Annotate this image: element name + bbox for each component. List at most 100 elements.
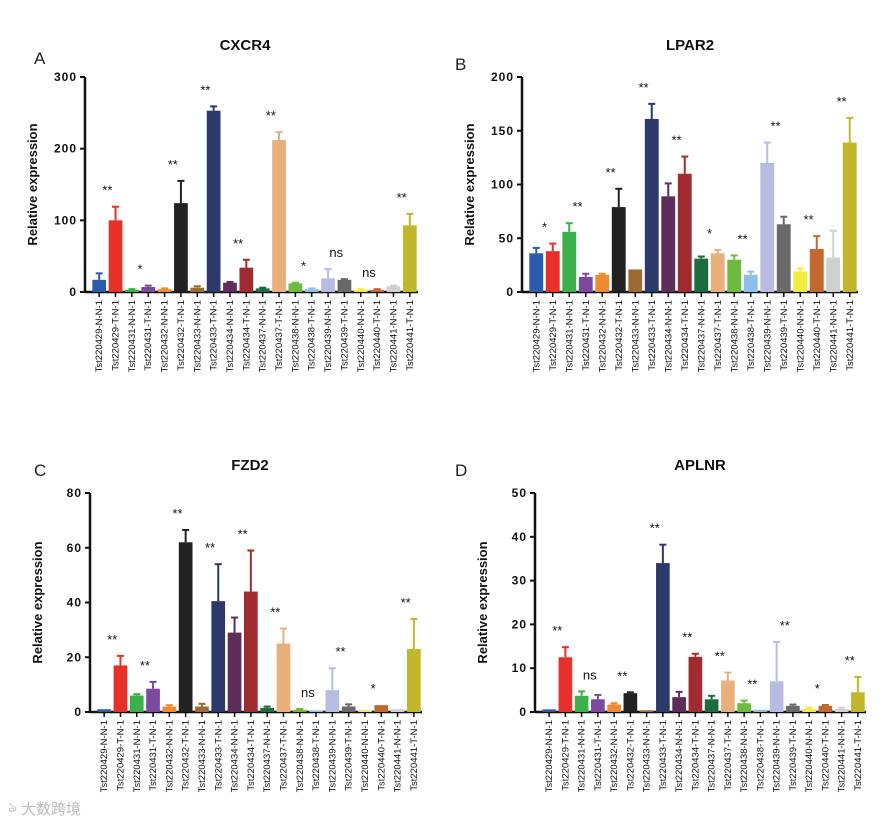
x-tick-label: Tst220439-N-N-1 — [772, 720, 783, 792]
y-tick-label: 50 — [499, 231, 514, 245]
significance-label: ** — [617, 668, 627, 683]
significance-label: * — [371, 681, 376, 696]
x-tick-label: Tst220440-T-N-1 — [820, 720, 831, 791]
x-tick-label: Tst220431-T-N-1 — [143, 300, 154, 371]
bar — [826, 257, 841, 292]
significance-label: * — [542, 220, 547, 235]
x-tick-label: Tst220429-N-N-1 — [531, 300, 542, 372]
significance-label: ** — [836, 94, 846, 109]
bar — [370, 289, 384, 292]
x-tick-label: Tst220440-N-N-1 — [795, 300, 806, 372]
significance-label: ** — [401, 595, 411, 610]
x-tick-label: Tst220440-N-N-1 — [356, 300, 367, 372]
x-tick-label: Tst220438-N-N-1 — [295, 720, 306, 792]
significance-label: ns — [301, 685, 315, 700]
x-tick-label: Tst220441-N-N-1 — [393, 720, 404, 792]
x-tick-label: Tst220432-N-N-1 — [164, 720, 175, 792]
significance-label: ** — [715, 649, 725, 664]
bar — [141, 286, 156, 292]
bar — [162, 706, 177, 712]
bar — [272, 140, 286, 292]
bar — [558, 657, 573, 712]
x-tick-label: Tst220429-T-N-1 — [115, 720, 126, 791]
x-tick-label: Tst220438-N-N-1 — [729, 300, 740, 372]
bar — [753, 709, 768, 712]
bar — [402, 225, 417, 292]
bar — [321, 278, 335, 292]
y-tick-label: 150 — [491, 124, 514, 138]
significance-label: ** — [780, 618, 790, 633]
significance-label: * — [815, 681, 820, 696]
x-tick-label: Tst220429-T-N-1 — [548, 300, 559, 371]
x-tick-label: Tst220439-N-N-1 — [762, 300, 773, 372]
chart-title: LPAR2 — [666, 37, 714, 54]
bar — [255, 288, 270, 292]
x-tick-label: Tst220431-N-N-1 — [577, 720, 588, 792]
bar — [125, 289, 139, 292]
significance-label: ** — [682, 630, 692, 645]
x-tick-label: Tst220433-N-N-1 — [630, 300, 641, 372]
y-axis-label: Relative expression — [30, 541, 45, 663]
bar — [146, 688, 160, 712]
x-tick-label: Tst220433-N-N-1 — [642, 720, 653, 792]
x-tick-label: Tst220432-N-N-1 — [609, 720, 620, 792]
bar — [776, 224, 791, 292]
watermark-text: 大数跨境 — [21, 801, 82, 818]
significance-label: ** — [266, 108, 276, 123]
bar — [223, 282, 237, 292]
bar — [623, 693, 638, 712]
bar — [374, 705, 389, 712]
bar — [325, 690, 340, 712]
x-tick-label: Tst220434-T-N-1 — [690, 720, 701, 791]
x-tick-label: Tst220437-N-N-1 — [258, 300, 269, 372]
y-tick-label: 0 — [69, 285, 77, 299]
x-tick-label: Tst220429-N-N-1 — [94, 300, 105, 372]
x-tick-label: Tst220441-T-N-1 — [853, 720, 864, 791]
x-tick-label: Tst220434-N-N-1 — [663, 300, 674, 372]
significance-label: ** — [140, 658, 150, 673]
x-tick-label: Tst220438-T-N-1 — [746, 300, 757, 371]
bar — [677, 173, 692, 292]
x-tick-label: Tst220431-N-N-1 — [564, 300, 575, 372]
bar — [129, 695, 144, 712]
x-tick-label: Tst220434-N-N-1 — [225, 300, 236, 372]
bar — [578, 276, 593, 292]
x-tick-label: Tst220432-T-N-1 — [625, 720, 636, 791]
bar — [292, 709, 307, 712]
significance-label: * — [138, 262, 143, 277]
bar — [358, 710, 372, 712]
significance-label: ns — [362, 265, 376, 280]
significance-label: ns — [329, 245, 343, 260]
watermark: ঌ 大数跨境 — [8, 796, 81, 821]
bar — [244, 591, 258, 712]
panel-D: D APLNR 0 10 20 30 40 50 Relative expression Tst2… — [455, 457, 866, 792]
x-tick-label: Tst220433-T-N-1 — [647, 300, 658, 371]
x-tick-label: Tst220441-T-N-1 — [405, 300, 416, 371]
panel-A: A CXCR4 0 100 200 300 Relative expression Tst22… — [25, 37, 418, 372]
bar — [704, 699, 719, 712]
x-tick-label: Tst220438-T-N-1 — [311, 720, 322, 791]
significance-label: ** — [605, 165, 615, 180]
x-tick-label: Tst220440-T-N-1 — [376, 720, 387, 791]
significance-label: ** — [102, 183, 112, 198]
bar — [802, 708, 816, 712]
x-tick-label: Tst220432-T-N-1 — [614, 300, 625, 371]
x-tick-label: Tst220441-N-N-1 — [388, 300, 399, 372]
bar — [276, 643, 291, 712]
significance-label: ** — [638, 80, 648, 95]
bar — [239, 267, 254, 292]
bar — [341, 706, 356, 712]
x-tick-label: Tst220432-T-N-1 — [176, 300, 187, 371]
x-tick-label: Tst220434-N-N-1 — [230, 720, 241, 792]
bar — [562, 231, 577, 292]
x-tick-label: Tst220434-T-N-1 — [246, 720, 257, 791]
panel-letter: C — [34, 461, 46, 480]
significance-label: ** — [572, 199, 582, 214]
y-tick-label: 0 — [519, 705, 527, 719]
bar — [386, 286, 401, 292]
bar — [611, 207, 626, 292]
y-tick-label: 300 — [54, 70, 77, 84]
significance-label: * — [301, 259, 306, 274]
x-tick-label: Tst220439-T-N-1 — [339, 300, 350, 371]
x-tick-label: Tst220433-N-N-1 — [192, 300, 203, 372]
